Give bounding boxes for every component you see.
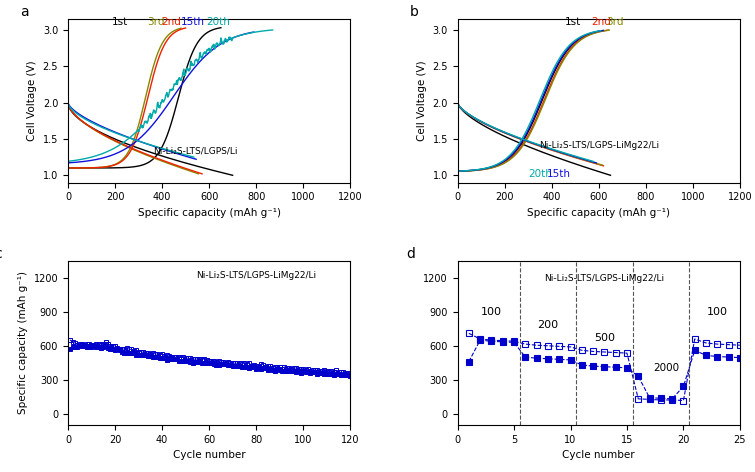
Y-axis label: Cell Voltage (V): Cell Voltage (V) <box>27 60 37 141</box>
Text: Ni-Li₂S-LTS/LGPS/Li: Ni-Li₂S-LTS/LGPS/Li <box>153 146 237 155</box>
Text: 200: 200 <box>538 320 559 330</box>
Text: 20th: 20th <box>207 17 230 27</box>
Text: 2000: 2000 <box>653 362 680 372</box>
Text: Ni-Li₂S-LTS/LGPS-LiMg22/Li: Ni-Li₂S-LTS/LGPS-LiMg22/Li <box>538 141 659 150</box>
Text: d: d <box>407 247 415 261</box>
Text: c: c <box>0 247 2 261</box>
Text: 15th: 15th <box>547 169 571 179</box>
X-axis label: Specific capacity (mAh g⁻¹): Specific capacity (mAh g⁻¹) <box>137 208 281 218</box>
Text: a: a <box>20 5 29 18</box>
Text: 20th: 20th <box>528 169 552 179</box>
X-axis label: Cycle number: Cycle number <box>562 450 635 460</box>
Text: 3rd: 3rd <box>147 17 165 27</box>
Text: Ni-Li₂S-LTS/LGPS-LiMg22/Li: Ni-Li₂S-LTS/LGPS-LiMg22/Li <box>544 274 664 284</box>
Text: 1st: 1st <box>565 17 581 27</box>
X-axis label: Specific capacity (mAh g⁻¹): Specific capacity (mAh g⁻¹) <box>527 208 670 218</box>
Text: 15th: 15th <box>180 17 205 27</box>
Text: Ni-Li₂S-LTS/LGPS-LiMg22/Li: Ni-Li₂S-LTS/LGPS-LiMg22/Li <box>196 271 316 280</box>
Text: 100: 100 <box>707 307 728 317</box>
Text: b: b <box>409 5 418 18</box>
Text: 2nd: 2nd <box>162 17 181 27</box>
Text: 100: 100 <box>481 307 502 317</box>
Text: 3rd: 3rd <box>606 17 624 27</box>
Text: 500: 500 <box>594 333 615 343</box>
Y-axis label: Cell Voltage (V): Cell Voltage (V) <box>417 60 427 141</box>
Text: 2nd: 2nd <box>591 17 611 27</box>
Y-axis label: Specific capacity (mAh g⁻¹): Specific capacity (mAh g⁻¹) <box>18 271 28 414</box>
X-axis label: Cycle number: Cycle number <box>173 450 245 460</box>
Text: 1st: 1st <box>112 17 128 27</box>
